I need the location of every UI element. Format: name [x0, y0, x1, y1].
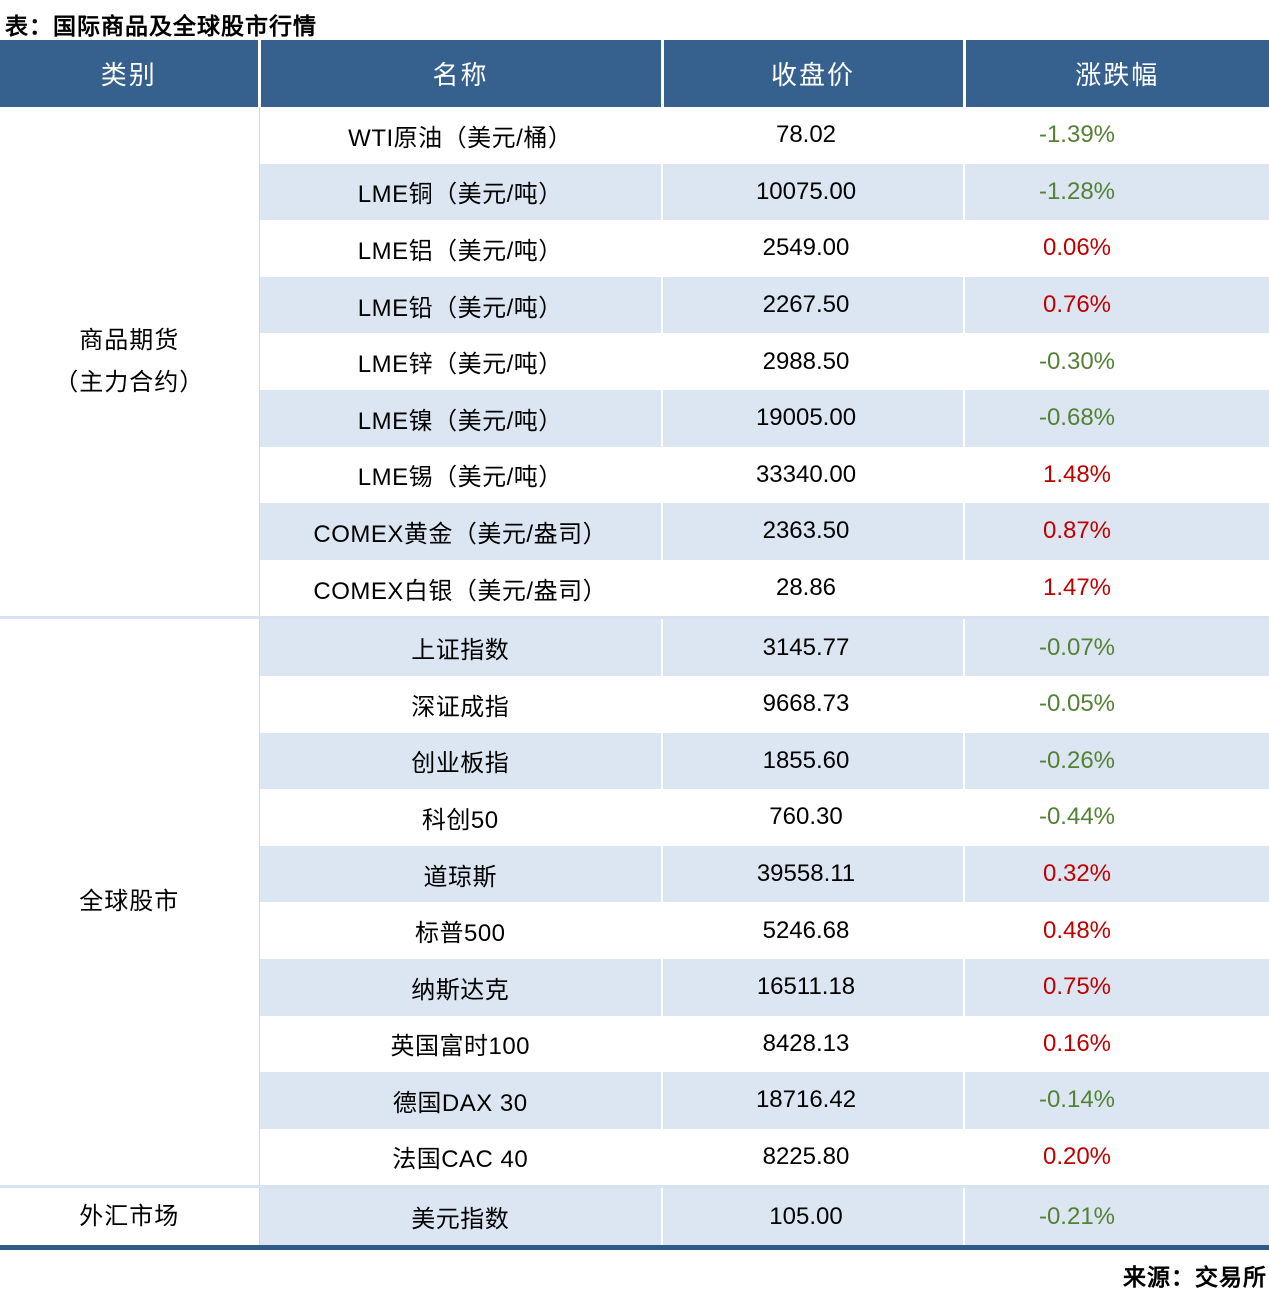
- table-row: LME铜（美元/吨） 10075.00 -1.28%: [0, 163, 1269, 221]
- name-cell: LME铅（美元/吨）: [259, 276, 662, 334]
- table-row: 全球股市 上证指数 3145.77 -0.07%: [0, 616, 1269, 1187]
- close-cell: 8225.80: [661, 1128, 964, 1187]
- name-cell: COMEX黄金（美元/盎司）: [259, 503, 662, 560]
- close-cell: 2549.00: [661, 220, 964, 277]
- name-cell: 上证指数: [259, 616, 662, 676]
- close-cell: 2988.50: [661, 333, 964, 390]
- change-cell: -0.21%: [963, 1185, 1269, 1248]
- table-row: 外汇市场 美元指数 105.00 -0.21%: [0, 1185, 1269, 1248]
- name-cell: LME锡（美元/吨）: [259, 446, 662, 504]
- close-cell: 19005.00: [661, 389, 964, 447]
- change-cell: -0.14%: [963, 1072, 1269, 1129]
- category-line: （主力合约）: [54, 368, 205, 396]
- page-title: 表：国际商品及全球股市行情: [5, 13, 317, 39]
- name-cell: 科创50: [259, 789, 662, 846]
- table-header: 类别 名称 收盘价 涨跌幅: [0, 40, 1269, 107]
- table-body: 商品期货 （主力合约） WTI原油（美元/桶） 78.02 -1.39% LME铜（美元/…: [0, 107, 1269, 1248]
- col-header-category: 类别: [0, 40, 259, 107]
- change-cell: 1.48%: [963, 446, 1269, 504]
- change-cell: 0.20%: [963, 1128, 1269, 1187]
- table-row: 科创50 760.30 -0.44%: [0, 789, 1269, 846]
- name-cell: 法国CAC 40: [259, 1128, 662, 1187]
- name-cell: 纳斯达克: [259, 958, 662, 1016]
- close-cell: 10075.00: [661, 163, 964, 221]
- change-cell: -0.30%: [963, 333, 1269, 390]
- change-cell: 0.32%: [963, 845, 1269, 903]
- table-row: 德国DAX 30 18716.42 -0.14%: [0, 1072, 1269, 1129]
- category-cell: 外汇市场: [0, 1185, 260, 1248]
- col-header-change: 涨跌幅: [962, 40, 1269, 107]
- change-cell: -0.26%: [963, 732, 1269, 790]
- change-cell: 0.87%: [963, 503, 1269, 560]
- change-cell: 0.75%: [963, 958, 1269, 1016]
- table-row: 商品期货 （主力合约） WTI原油（美元/桶） 78.02 -1.39%: [0, 107, 1269, 618]
- close-cell: 39558.11: [661, 845, 964, 903]
- category-cell: 商品期货 （主力合约）: [0, 107, 260, 618]
- table-row: 创业板指 1855.60 -0.26%: [0, 732, 1269, 790]
- name-cell: 标普500: [259, 902, 662, 959]
- table-row: 深证成指 9668.73 -0.05%: [0, 675, 1269, 733]
- col-header-name: 名称: [257, 40, 662, 107]
- category-cell: 全球股市: [0, 616, 260, 1187]
- close-cell: 33340.00: [661, 446, 964, 504]
- name-cell: LME锌（美元/吨）: [259, 333, 662, 390]
- close-cell: 16511.18: [661, 958, 964, 1016]
- change-cell: 0.48%: [963, 902, 1269, 959]
- change-cell: -0.07%: [963, 616, 1269, 676]
- close-cell: 28.86: [661, 559, 964, 618]
- close-cell: 8428.13: [661, 1015, 964, 1073]
- name-cell: 美元指数: [259, 1185, 662, 1248]
- close-cell: 18716.42: [661, 1072, 964, 1129]
- change-cell: -0.44%: [963, 789, 1269, 846]
- close-cell: 760.30: [661, 789, 964, 846]
- change-cell: 0.76%: [963, 276, 1269, 334]
- market-table: 类别 名称 收盘价 涨跌幅 商品期货 （主力合约） WTI原油（美元/桶） 78.02…: [0, 40, 1269, 1250]
- close-cell: 105.00: [661, 1185, 964, 1248]
- table-row: COMEX白银（美元/盎司） 28.86 1.47%: [0, 559, 1269, 618]
- table-row: LME镍（美元/吨） 19005.00 -0.68%: [0, 389, 1269, 447]
- change-cell: -1.39%: [963, 107, 1269, 164]
- change-cell: 0.06%: [963, 220, 1269, 277]
- table-row: LME铅（美元/吨） 2267.50 0.76%: [0, 276, 1269, 334]
- close-cell: 9668.73: [661, 675, 964, 733]
- table-row: 道琼斯 39558.11 0.32%: [0, 845, 1269, 903]
- name-cell: 英国富时100: [259, 1015, 662, 1073]
- name-cell: 德国DAX 30: [259, 1072, 662, 1129]
- table-row: LME铝（美元/吨） 2549.00 0.06%: [0, 220, 1269, 277]
- name-cell: WTI原油（美元/桶）: [259, 107, 662, 164]
- change-cell: 1.47%: [963, 559, 1269, 618]
- name-cell: LME镍（美元/吨）: [259, 389, 662, 447]
- name-cell: LME铜（美元/吨）: [259, 163, 662, 221]
- name-cell: 创业板指: [259, 732, 662, 790]
- close-cell: 3145.77: [661, 616, 964, 676]
- table-row: 法国CAC 40 8225.80 0.20%: [0, 1128, 1269, 1187]
- name-cell: COMEX白银（美元/盎司）: [259, 559, 662, 618]
- category-line: 外汇市场: [79, 1202, 180, 1230]
- change-cell: -0.05%: [963, 675, 1269, 733]
- close-cell: 1855.60: [661, 732, 964, 790]
- col-header-close: 收盘价: [660, 40, 964, 107]
- name-cell: 道琼斯: [259, 845, 662, 903]
- name-cell: 深证成指: [259, 675, 662, 733]
- category-line: 全球股市: [79, 888, 180, 916]
- close-cell: 2267.50: [661, 276, 964, 334]
- name-cell: LME铝（美元/吨）: [259, 220, 662, 277]
- table-row: LME锌（美元/吨） 2988.50 -0.30%: [0, 333, 1269, 390]
- close-cell: 2363.50: [661, 503, 964, 560]
- table-row: 标普500 5246.68 0.48%: [0, 902, 1269, 959]
- change-cell: -0.68%: [963, 389, 1269, 447]
- close-cell: 5246.68: [661, 902, 964, 959]
- close-cell: 78.02: [661, 107, 964, 164]
- source-note: 来源：交易所: [1123, 1263, 1267, 1290]
- table-row: COMEX黄金（美元/盎司） 2363.50 0.87%: [0, 503, 1269, 560]
- change-cell: 0.16%: [963, 1015, 1269, 1073]
- table-row: 英国富时100 8428.13 0.16%: [0, 1015, 1269, 1073]
- category-line: 商品期货: [79, 326, 180, 354]
- change-cell: -1.28%: [963, 163, 1269, 221]
- table-row: 纳斯达克 16511.18 0.75%: [0, 958, 1269, 1016]
- header-row: 类别 名称 收盘价 涨跌幅: [0, 40, 1269, 107]
- table-row: LME锡（美元/吨） 33340.00 1.48%: [0, 446, 1269, 504]
